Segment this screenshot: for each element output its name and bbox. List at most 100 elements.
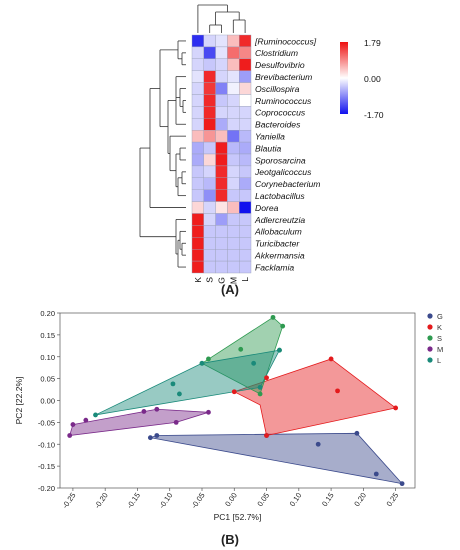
heatmap-cell <box>215 165 228 178</box>
y-tick-label: 0.00 <box>40 397 55 406</box>
heatmap-cell <box>215 248 228 262</box>
heatmap-cell <box>191 34 205 48</box>
row-label: [Ruminococcus] <box>254 36 317 46</box>
heatmap-cell <box>238 260 252 274</box>
row-label: Dorea <box>255 203 279 213</box>
legend-marker <box>427 324 433 330</box>
heatmap-cell <box>238 201 252 214</box>
heatmap-cell <box>215 177 228 190</box>
heatmap-cell <box>215 34 228 48</box>
heatmap-cell <box>203 177 216 190</box>
heatmap-cell <box>215 225 228 238</box>
heatmap-cell <box>203 70 216 83</box>
heatmap-cell <box>191 177 205 190</box>
heatmap-cell <box>203 165 216 178</box>
heatmap-cell <box>191 189 205 202</box>
heatmap-cell <box>191 46 205 60</box>
heatmap-cell <box>227 189 240 202</box>
y-tick-label: -0.10 <box>38 440 55 449</box>
data-point <box>393 405 399 411</box>
heatmap-cell <box>238 165 252 178</box>
legend-marker <box>427 357 433 363</box>
heatmap-cell <box>227 34 240 48</box>
heatmap-cell <box>191 82 205 95</box>
data-point <box>147 435 153 441</box>
data-point <box>238 346 244 352</box>
x-tick-label: 0.25 <box>385 491 401 508</box>
heatmap-cell <box>227 70 240 83</box>
heatmap-cell <box>227 141 240 155</box>
heatmap-cell <box>238 70 252 83</box>
heatmap-cell <box>238 46 252 60</box>
heatmap-cell <box>227 165 240 178</box>
x-tick-label: -0.15 <box>125 491 142 510</box>
heatmap-cell <box>203 260 216 274</box>
heatmap-cell <box>191 129 205 143</box>
y-tick-label: 0.10 <box>40 353 55 362</box>
heatmap-panel: [Ruminococcus] Clostridium Desulfovibrio Br… <box>139 4 384 284</box>
heatmap-cell <box>191 153 205 167</box>
heatmap-cell <box>215 260 228 274</box>
data-point <box>354 430 360 436</box>
heatmap-cell <box>203 94 216 107</box>
row-label: Clostridium <box>255 48 298 58</box>
data-point <box>280 323 286 329</box>
legend-label: K <box>437 323 442 332</box>
data-point <box>335 388 340 394</box>
data-point <box>251 360 257 366</box>
data-point <box>277 347 282 353</box>
row-label: Sporosarcina <box>255 155 306 165</box>
x-tick-label: 0.05 <box>255 491 271 508</box>
heatmap-cell <box>238 129 252 143</box>
legend-label: S <box>437 334 442 343</box>
row-label: Bacteroides <box>255 120 301 130</box>
y-tick-label: -0.05 <box>38 418 55 427</box>
heatmap-cell <box>227 248 240 262</box>
row-label: Blautia <box>255 143 281 153</box>
heatmap-cell <box>238 34 252 48</box>
y-tick-label: 0.20 <box>40 309 55 318</box>
data-point <box>154 433 160 438</box>
x-tick-label: 0.15 <box>320 491 336 508</box>
heatmap-cell <box>238 248 252 262</box>
y-tick-label: 0.05 <box>40 375 55 384</box>
data-point <box>264 375 269 381</box>
data-point <box>257 391 263 397</box>
heatmap-cell <box>191 225 205 238</box>
heatmap-cell <box>238 58 252 71</box>
legend-marker <box>427 335 433 341</box>
row-label: Turicibacter <box>255 239 300 249</box>
heatmap-cell <box>203 153 216 167</box>
heatmap-cell <box>215 94 228 107</box>
panel-a-label: (A) <box>221 282 239 297</box>
heatmap-cell <box>215 213 228 226</box>
heatmap-cell <box>227 82 240 95</box>
row-label: Coprococcus <box>255 108 306 118</box>
row-label: Brevibacterium <box>255 72 312 82</box>
heatmap-cell <box>238 153 252 167</box>
x-tick-label: 0.00 <box>223 491 239 508</box>
column-label: K <box>193 277 203 283</box>
pca-panel: 0.20 0.15 0.10 0.05 0.00 -0.05 -0.10 -0.15 -0.20… <box>14 309 443 522</box>
heatmap-cell <box>191 118 205 131</box>
heatmap-cell <box>227 118 240 131</box>
heatmap-cell <box>238 225 252 238</box>
data-point <box>93 412 98 418</box>
heatmap-cell <box>203 248 216 262</box>
x-tick-label: 0.10 <box>288 491 304 508</box>
row-label: Jeotgalicoccus <box>254 167 312 177</box>
group-hull <box>233 358 397 436</box>
heatmap-cell <box>215 141 228 155</box>
heatmap-cell <box>191 165 205 178</box>
data-point <box>170 381 176 387</box>
heatmap-cell <box>215 201 228 214</box>
heatmap-cell <box>238 106 252 119</box>
data-point <box>206 356 211 362</box>
heatmap-cell <box>191 213 205 226</box>
color-scale-label: -1.70 <box>364 110 384 120</box>
group-hull <box>69 408 209 436</box>
data-point <box>399 481 405 487</box>
row-label: Oscillospira <box>255 84 300 94</box>
heatmap-cell <box>191 248 205 262</box>
data-point <box>257 384 263 390</box>
